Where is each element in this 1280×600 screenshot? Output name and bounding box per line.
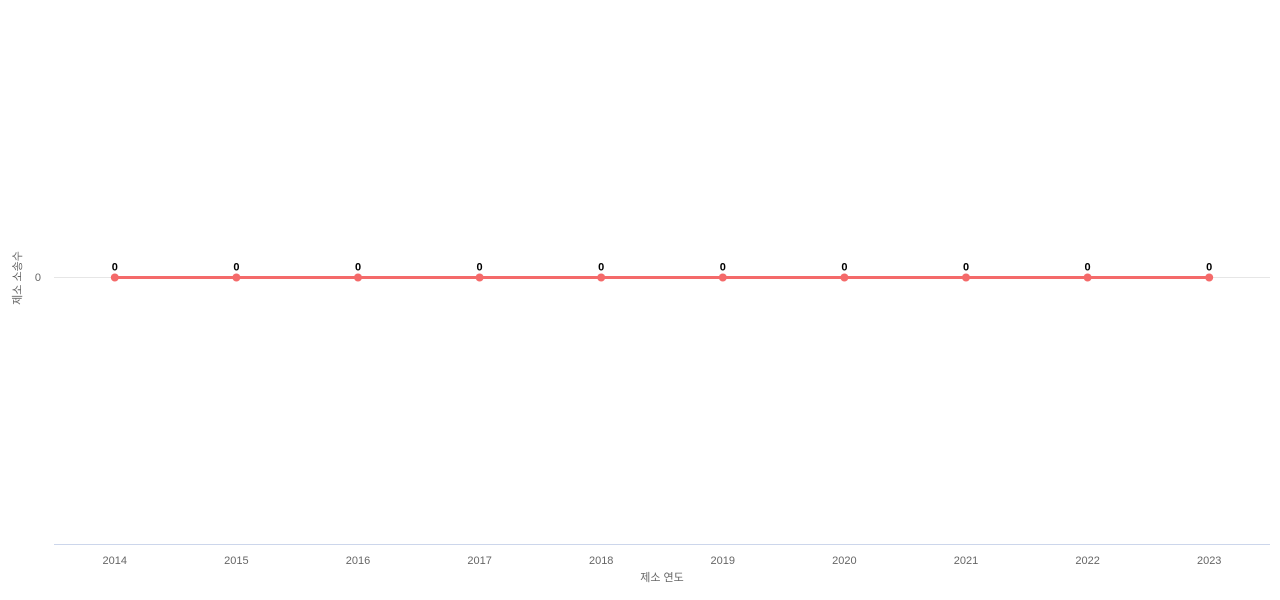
data-label: 0: [355, 262, 361, 274]
data-label: 0: [1085, 262, 1091, 274]
x-tick-label: 2018: [589, 555, 613, 567]
data-label: 0: [720, 262, 726, 274]
x-tick-label: 2014: [103, 555, 127, 567]
data-point[interactable]: [1205, 273, 1214, 282]
x-tick-label: 2023: [1197, 555, 1221, 567]
x-tick-label: 2017: [467, 555, 491, 567]
label-layer: 2014 2015 2016 2017 2018 2019 2020 2021 2022 2023…: [103, 262, 1222, 568]
x-axis-title: 제소 연도: [640, 571, 684, 584]
series-layer: [110, 273, 1214, 282]
grid-layer: [54, 277, 1270, 545]
data-point[interactable]: [110, 273, 119, 282]
data-point[interactable]: [1083, 273, 1092, 282]
data-label: 0: [477, 262, 483, 274]
data-point[interactable]: [354, 273, 362, 282]
data-label: 0: [598, 262, 604, 274]
y-axis-title: 제소 소송수: [11, 251, 24, 305]
data-label: 0: [233, 262, 239, 274]
x-tick-label: 2015: [224, 555, 248, 567]
data-label: 0: [841, 262, 847, 274]
x-tick-label: 2019: [711, 555, 735, 567]
data-point[interactable]: [718, 273, 727, 282]
data-label: 0: [1206, 262, 1212, 274]
x-tick-label: 2022: [1075, 555, 1099, 567]
y-tick-label: 0: [35, 272, 41, 284]
x-tick-label: 2020: [832, 555, 856, 567]
data-point[interactable]: [840, 273, 849, 282]
data-point[interactable]: [475, 273, 484, 282]
x-tick-label: 2021: [954, 555, 978, 567]
x-tick-label: 2016: [346, 555, 370, 567]
data-label: 0: [112, 262, 118, 274]
data-point[interactable]: [232, 273, 241, 282]
data-point[interactable]: [962, 273, 970, 282]
data-label: 0: [963, 262, 969, 274]
data-point[interactable]: [597, 273, 606, 282]
